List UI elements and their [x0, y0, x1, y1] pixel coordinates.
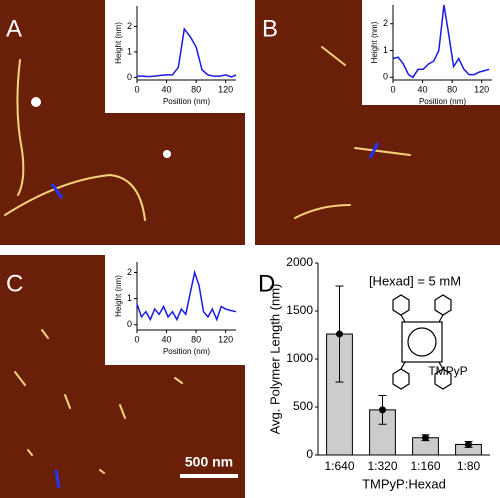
- mean-point: [465, 440, 472, 448]
- y-tick-label: 1: [127, 46, 132, 56]
- annotation: [Hexad] = 5 mM: [369, 273, 461, 288]
- y-tick-label: 0: [306, 447, 313, 461]
- y-axis-label: Height (nm): [114, 22, 123, 64]
- mean-point: [336, 330, 343, 338]
- x-tick-label: 40: [162, 84, 172, 94]
- y-axis-label: Height (nm): [370, 21, 379, 63]
- x-tick-label: 80: [447, 84, 457, 94]
- y-tick-label: 500: [293, 399, 313, 413]
- profile-line: [392, 4, 490, 79]
- y-tick-label: 2: [383, 18, 388, 28]
- fiber: [16, 59, 25, 196]
- x-tick-label: 1:160: [410, 459, 440, 473]
- inset-background: [105, 0, 245, 113]
- x-axis-label: Position (nm): [163, 97, 210, 106]
- profile-line: [136, 269, 237, 322]
- mean-point: [422, 434, 429, 442]
- fiber: [294, 204, 351, 219]
- fiber: [14, 329, 183, 474]
- y-axis-label: Avg. Polymer Length (nm): [267, 284, 282, 435]
- inset-background: [105, 255, 245, 365]
- x-tick-label: 1:320: [367, 459, 397, 473]
- x-axis-label: TMPyP:Hexad: [362, 476, 446, 491]
- y-tick-label: 1: [127, 293, 132, 303]
- annotation: TMPyP: [428, 364, 467, 378]
- x-tick-label: 120: [474, 84, 489, 94]
- x-tick-label: 40: [418, 84, 428, 94]
- x-tick-label: 0: [390, 84, 395, 94]
- y-tick-label: 1500: [286, 303, 313, 317]
- panel-label: A: [6, 15, 22, 42]
- y-axis-label: Height (nm): [114, 275, 123, 317]
- x-tick-label: 1:640: [324, 459, 354, 473]
- x-tick-label: 120: [218, 84, 233, 94]
- profile-line: [54, 469, 61, 489]
- particle: [163, 150, 171, 158]
- y-tick-label: 2: [127, 267, 132, 277]
- panel-label: B: [262, 15, 278, 42]
- profile-line: [50, 183, 64, 199]
- particle: [31, 97, 41, 107]
- scale-bar-label: 500 nm: [185, 454, 233, 470]
- profile-line: [137, 27, 237, 78]
- panel-label: C: [6, 270, 23, 297]
- mean-point: [379, 406, 386, 414]
- molecule-structure: [392, 294, 452, 390]
- y-tick-label: 2: [127, 21, 132, 31]
- x-tick-label: 1:80: [457, 459, 481, 473]
- profile-line: [368, 142, 380, 159]
- y-tick-label: 0: [127, 319, 132, 329]
- y-tick-label: 2000: [286, 255, 313, 269]
- x-tick-label: 80: [191, 84, 201, 94]
- x-tick-label: 0: [134, 334, 139, 344]
- x-axis-label: Position (nm): [419, 97, 466, 106]
- y-tick-label: 1000: [286, 351, 313, 365]
- y-tick-label: 0: [383, 72, 388, 82]
- x-tick-label: 120: [218, 334, 233, 344]
- y-tick-label: 0: [127, 72, 132, 82]
- fiber: [354, 147, 411, 156]
- fiber: [321, 46, 346, 66]
- x-tick-label: 80: [191, 334, 201, 344]
- y-tick-label: 1: [383, 45, 388, 55]
- x-tick-label: 40: [162, 334, 172, 344]
- x-axis-label: Position (nm): [163, 347, 210, 356]
- fiber: [4, 173, 146, 221]
- panel-label: D: [258, 270, 275, 297]
- x-tick-label: 0: [134, 84, 139, 94]
- inset-background: [362, 0, 500, 105]
